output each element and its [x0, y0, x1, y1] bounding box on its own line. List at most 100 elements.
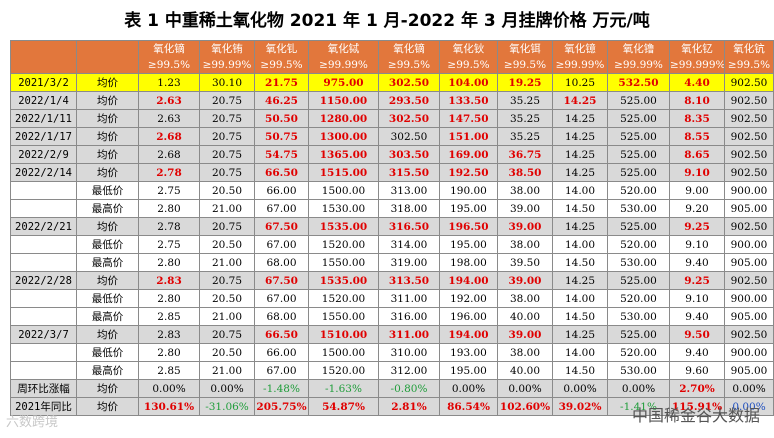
row-label: 最低价	[76, 289, 139, 308]
price-cell: 195.00	[439, 235, 498, 254]
price-cell: 40.00	[497, 361, 553, 380]
price-cell: 2.63	[138, 109, 200, 128]
price-cell: 195.00	[439, 199, 498, 218]
table-row: 最低价 2.75 20.50 67.00 1520.00 314.00 195.00 38.0…	[10, 235, 774, 254]
price-cell: 21.00	[199, 199, 255, 218]
price-cell: 14.50	[552, 361, 608, 380]
table-title: 表 1 中重稀土氧化物 2021 年 1 月-2022 年 3 月挂牌价格 万元…	[124, 11, 650, 31]
row-date: 2022/3/7	[10, 325, 77, 344]
price-cell: -1.48%	[254, 379, 309, 398]
watermark-right: 中国稀金谷大数据	[631, 406, 760, 425]
header-corner	[10, 57, 77, 74]
price-cell: 19.25	[497, 73, 553, 92]
row-date: 2022/1/17	[10, 127, 77, 146]
row-label: 最低价	[76, 343, 139, 362]
price-cell: 313.50	[378, 271, 440, 290]
price-cell: 2.70%	[669, 379, 725, 398]
price-cell: 14.25	[552, 271, 608, 290]
table-row: 最低价 2.80 20.50 66.00 1500.00 310.00 193.00 38.0…	[10, 343, 774, 362]
row-date	[10, 343, 77, 362]
price-cell: 530.00	[607, 361, 670, 380]
table-row: 最低价 2.80 20.50 67.00 1520.00 311.00 192.00 38.0…	[10, 289, 774, 308]
row-label: 最高价	[76, 361, 139, 380]
price-cell: 293.50	[378, 91, 440, 110]
price-cell: 50.75	[254, 127, 309, 146]
price-cell: 0.00%	[138, 379, 200, 398]
price-cell: 900.00	[724, 289, 774, 308]
row-label: 最高价	[76, 253, 139, 272]
price-cell: 4.40	[669, 73, 725, 92]
price-cell: 14.25	[552, 91, 608, 110]
price-cell: 39.50	[497, 253, 553, 272]
column-header-purity: ≥99.99%	[199, 57, 255, 74]
column-header-name: 氧化镥	[607, 40, 670, 57]
price-cell: 525.00	[607, 217, 670, 236]
price-cell: 318.00	[378, 199, 440, 218]
price-cell: 2.80	[138, 253, 200, 272]
price-cell: 50.50	[254, 109, 309, 128]
price-cell: 21.00	[199, 253, 255, 272]
header-row-purity: ≥99.5% ≥99.99% ≥99.5% ≥99.99% ≥99.5% ≥99.5% ≥9…	[10, 57, 774, 74]
price-cell: 66.50	[254, 163, 309, 182]
price-cell: 2.78	[138, 217, 200, 236]
row-label: 均价	[76, 73, 139, 92]
price-cell: 46.25	[254, 91, 309, 110]
price-cell: 900.00	[724, 235, 774, 254]
row-date	[10, 181, 77, 200]
price-cell: 9.10	[669, 163, 725, 182]
price-cell: 9.00	[669, 181, 725, 200]
column-header-name: 氧化镝	[378, 40, 440, 57]
table-row: 2022/2/14 均价 2.78 20.75 66.50 1515.00 315.50 19…	[10, 163, 774, 182]
row-label: 均价	[76, 163, 139, 182]
row-date: 周环比涨幅	[10, 379, 77, 398]
price-cell: 54.75	[254, 145, 309, 164]
column-header-purity: ≥99.5%	[378, 57, 440, 74]
price-cell: 39.00	[497, 271, 553, 290]
price-cell: 67.00	[254, 361, 309, 380]
price-cell: 193.00	[439, 343, 498, 362]
price-cell: 67.00	[254, 235, 309, 254]
price-cell: 0.00%	[724, 397, 774, 416]
price-cell: 315.50	[378, 163, 440, 182]
price-cell: 30.10	[199, 73, 255, 92]
column-header-name: 氧化镝	[138, 40, 200, 57]
price-cell: 14.25	[552, 217, 608, 236]
price-cell: 20.75	[199, 109, 255, 128]
price-cell: 9.40	[669, 343, 725, 362]
price-cell: 35.25	[497, 91, 553, 110]
price-cell: 20.50	[199, 289, 255, 308]
column-header-name: 氧化钪	[724, 40, 774, 57]
row-date: 2022/2/14	[10, 163, 77, 182]
price-cell: 2.83	[138, 325, 200, 344]
row-date: 2021/3/2	[10, 73, 77, 92]
price-cell: 36.75	[497, 145, 553, 164]
column-header-name: 氧化镱	[552, 40, 608, 57]
price-cell: 1500.00	[308, 181, 379, 200]
row-label: 最高价	[76, 307, 139, 326]
price-cell: 20.50	[199, 343, 255, 362]
price-cell: 902.50	[724, 109, 774, 128]
price-cell: 902.50	[724, 271, 774, 290]
price-cell: 902.50	[724, 145, 774, 164]
price-cell: 192.50	[439, 163, 498, 182]
price-cell: 530.00	[607, 253, 670, 272]
table-row: 2022/1/4 均价 2.63 20.75 46.25 1150.00 293.50 133…	[10, 91, 774, 110]
price-cell: 1515.00	[308, 163, 379, 182]
price-cell: 66.50	[254, 325, 309, 344]
price-cell: 900.00	[724, 343, 774, 362]
price-cell: 39.00	[497, 199, 553, 218]
price-cell: 2.80	[138, 343, 200, 362]
table-row: 2022/3/7 均价 2.83 20.75 66.50 1510.00 311.00 194…	[10, 325, 774, 344]
price-cell: 525.00	[607, 325, 670, 344]
row-label: 最低价	[76, 235, 139, 254]
price-cell: 2.80	[138, 289, 200, 308]
price-cell: 20.50	[199, 181, 255, 200]
watermark-left: 六数跨境	[6, 415, 59, 430]
table-row: 最高价 2.80 21.00 68.00 1550.00 319.00 198.00 39.5…	[10, 253, 774, 272]
price-cell: 2.81%	[378, 397, 440, 416]
table-body: 氧化镝 氧化铕 氧化钆 氧化铽 氧化镝 氧化钬 氧化铒 氧化镱 氧化镥 氧化钇 氧化钪 ≥99.5% ≥…	[10, 40, 774, 416]
price-cell: 104.00	[439, 73, 498, 92]
row-date	[10, 235, 77, 254]
price-cell: 530.00	[607, 199, 670, 218]
table-row: 最低价 2.75 20.50 66.00 1500.00 313.00 190.00 38.0…	[10, 181, 774, 200]
